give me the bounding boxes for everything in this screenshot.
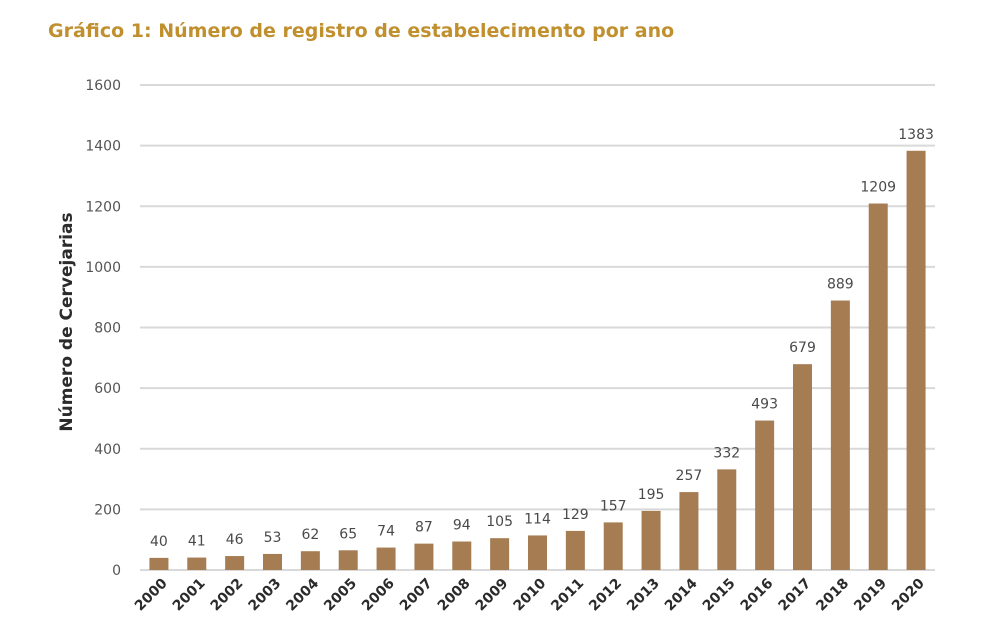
bar <box>830 300 850 570</box>
x-tick-label: 2009 <box>473 576 512 615</box>
data-label: 493 <box>751 397 778 413</box>
y-tick-label: 600 <box>94 381 121 397</box>
bar <box>376 547 396 570</box>
data-label: 1209 <box>860 180 896 196</box>
y-tick-label: 1400 <box>85 139 121 155</box>
bar <box>565 530 585 570</box>
bar <box>263 553 282 570</box>
y-tick-label: 800 <box>94 321 121 337</box>
x-tick-label: 2016 <box>738 576 777 615</box>
x-tick-label: 2003 <box>245 576 284 615</box>
data-label: 157 <box>600 498 627 514</box>
data-label: 41 <box>188 534 206 550</box>
x-tick-label: 2013 <box>624 576 663 615</box>
chart-title: Gráfico 1: Número de registro de estabel… <box>48 20 675 42</box>
bar <box>717 469 737 570</box>
x-tick-label: 2008 <box>435 576 474 615</box>
bars <box>149 150 926 570</box>
bar <box>300 551 320 570</box>
y-axis-ticks: 0 200 400 600 800 1000 1200 1400 1600 <box>85 78 121 579</box>
x-tick-label: 2014 <box>662 575 701 614</box>
x-tick-label: 2010 <box>510 575 549 614</box>
bar <box>641 510 661 570</box>
bar <box>528 535 547 570</box>
data-label: 74 <box>377 524 395 540</box>
bar <box>755 420 775 570</box>
bar <box>793 364 812 570</box>
bar <box>490 538 510 570</box>
bar <box>187 557 207 570</box>
data-label: 46 <box>226 532 244 548</box>
x-tick-label: 2019 <box>851 576 890 615</box>
x-tick-label: 2015 <box>700 576 739 615</box>
data-label: 679 <box>789 340 816 356</box>
bar <box>225 556 245 570</box>
bar <box>868 203 888 570</box>
data-label: 129 <box>562 507 589 523</box>
data-label: 257 <box>676 468 703 484</box>
x-tick-label: 2011 <box>548 576 587 615</box>
bar <box>452 541 472 570</box>
x-tick-label: 2012 <box>586 576 625 615</box>
data-labels: 40 41 46 53 62 65 74 87 94 105 114 129 157 195 257 332 4… <box>150 127 934 550</box>
y-tick-label: 400 <box>94 442 121 458</box>
x-axis-ticks: 2000200120022003200420052006200720082009… <box>132 575 928 614</box>
data-label: 889 <box>827 277 854 293</box>
y-tick-label: 1000 <box>85 260 121 276</box>
y-tick-label: 1200 <box>85 199 121 215</box>
gridlines <box>140 84 935 571</box>
x-tick-label: 2018 <box>813 576 852 615</box>
y-tick-label: 0 <box>112 563 121 579</box>
data-label: 114 <box>524 511 551 527</box>
data-label: 62 <box>301 527 319 543</box>
x-tick-label: 2000 <box>132 575 171 614</box>
data-label: 53 <box>264 530 282 546</box>
x-tick-label: 2006 <box>359 576 398 615</box>
data-label: 105 <box>486 514 513 530</box>
bar <box>906 150 926 570</box>
data-label: 332 <box>713 445 740 461</box>
bar <box>414 543 434 570</box>
data-label: 40 <box>150 534 168 550</box>
data-label: 1383 <box>898 127 934 143</box>
x-tick-label: 2017 <box>775 576 814 615</box>
y-tick-label: 200 <box>94 502 121 518</box>
bar <box>338 550 358 570</box>
bar <box>679 492 699 570</box>
data-label: 87 <box>415 520 433 536</box>
y-tick-label: 1600 <box>85 78 121 94</box>
data-label: 195 <box>638 487 665 503</box>
data-label: 65 <box>339 526 357 542</box>
x-tick-label: 2005 <box>321 576 360 615</box>
bar <box>603 522 623 570</box>
x-tick-label: 2001 <box>170 576 209 615</box>
y-axis-title: Número de Cervejarias <box>57 212 77 431</box>
bar <box>149 557 169 570</box>
data-label: 94 <box>453 518 471 534</box>
x-tick-label: 2002 <box>208 576 247 615</box>
x-tick-label: 2007 <box>397 576 436 615</box>
x-tick-label: 2004 <box>283 575 322 614</box>
x-tick-label: 2020 <box>889 575 928 614</box>
